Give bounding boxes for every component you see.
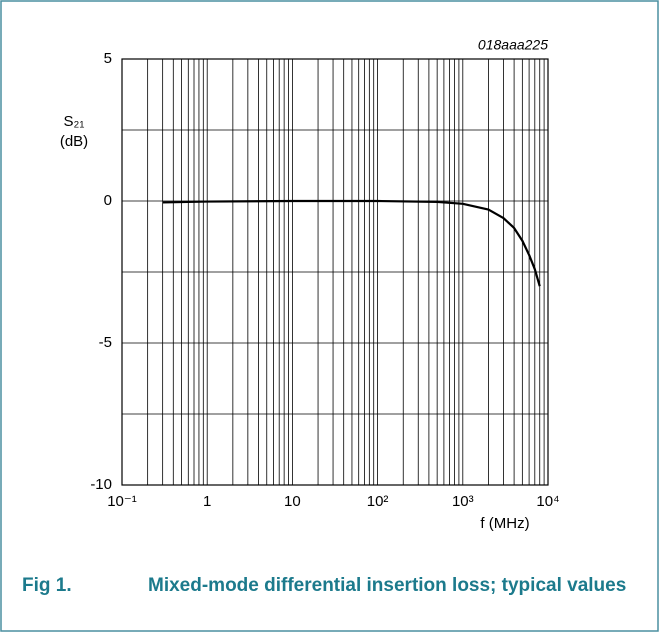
y-tick-label: -10 [90,476,112,493]
annotation: 018aaa225 [478,37,548,53]
plot-border [121,58,549,486]
y-tick-label: -5 [99,334,112,351]
figure-label: Fig 1. [22,575,72,596]
caption: Mixed-mode differential insertion loss; … [148,575,627,596]
y-tick-label: 0 [104,192,112,209]
x-axis-label: f (MHz) [480,515,529,532]
x-tick-label: 10⁻¹ [107,493,137,510]
y-axis-unit: (dB) [60,133,88,150]
y-tick-label: 5 [104,50,112,67]
y-axis-label: S₂₁ [64,113,85,130]
data-line [162,199,541,287]
x-tick-label: 10 [284,493,301,510]
x-tick-label: 10² [367,493,389,510]
x-tick-label: 1 [203,493,211,510]
x-tick-label: 10⁴ [536,493,559,510]
x-tick-label: 10³ [452,493,474,510]
